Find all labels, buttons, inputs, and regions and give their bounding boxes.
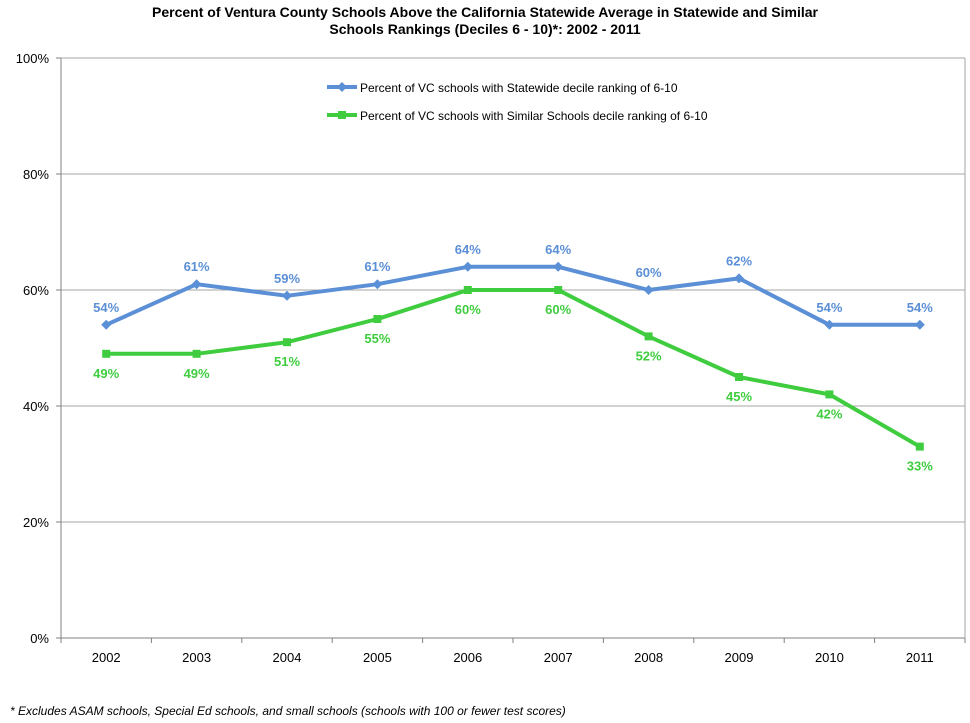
legend-label: Percent of VC schools with Similar Schoo… [360,109,708,123]
y-tick-label: 40% [23,399,49,414]
data-label: 54% [907,300,933,315]
x-tick-label: 2007 [544,650,573,665]
data-label: 49% [93,366,119,381]
data-point [191,279,202,290]
x-tick-label: 2006 [453,650,482,665]
series-2: 49% 49% 51% 55% 60% 60% 52% 45% 42% 33% [93,286,933,474]
legend-item-1: Percent of VC schools with Statewide dec… [327,81,678,95]
data-label: 60% [455,302,481,317]
x-tick-label: 2002 [92,650,121,665]
data-point [914,319,925,330]
footnote: * Excludes ASAM schools, Special Ed scho… [10,704,566,718]
y-tick-label: 0% [30,631,49,646]
line-chart: 0%20%40%60%80%100% 2002 2003 2004 2005 2006 2… [16,51,966,665]
data-label: 59% [274,271,300,286]
data-point [101,319,112,330]
x-tick-label: 2010 [815,650,844,665]
data-point [463,286,472,294]
data-point [102,349,111,358]
y-tick-label: 100% [16,51,50,66]
data-label: 42% [816,406,842,421]
legend-swatch-marker [338,111,346,119]
y-axis-ticks: 0% 20% 40% 60% 80% 100% [16,51,61,646]
x-tick-label: 2011 [906,650,934,665]
data-point [644,332,653,341]
data-point [734,273,744,284]
data-point [283,338,291,347]
data-label: 54% [93,300,119,315]
y-tick-label: 80% [23,167,49,182]
data-point [462,261,473,272]
data-point [643,285,654,295]
x-axis-ticks: 2002 2003 2004 2005 2006 2007 2008 2009 2010 2011 [60,638,966,665]
data-label: 60% [545,302,571,317]
legend-swatch-marker [337,82,347,92]
data-label: 45% [726,389,752,404]
y-tick-label: 20% [23,515,49,530]
data-label: 51% [274,354,300,369]
series-1: 54% 61% 59% 61% 64% 64% 60% 62% 54% 54% [93,242,933,330]
data-point [282,290,292,301]
gridlines [60,57,966,639]
data-label: 60% [636,265,662,280]
data-label: 61% [184,259,210,274]
data-label: 33% [907,459,933,474]
data-point [192,349,201,358]
data-point [554,286,563,294]
x-tick-label: 2003 [182,650,211,665]
data-point [553,261,564,272]
data-label: 54% [816,300,842,315]
y-tick-label: 60% [23,283,49,298]
data-point [824,319,835,330]
chart-title-line-1: Percent of Ventura County Schools Above … [152,4,818,20]
x-tick-label: 2009 [725,650,754,665]
data-label: 64% [455,242,481,257]
data-label: 49% [184,366,210,381]
series-group: 54% 61% 59% 61% 64% 64% 60% 62% 54% 54% 49% 49% 51% 5… [93,242,933,474]
x-tick-label: 2008 [634,650,663,665]
chart-title-line-2: Schools Rankings (Deciles 6 - 10)*: 2002… [329,21,641,37]
data-point [373,315,382,323]
legend: Percent of VC schools with Statewide dec… [327,81,708,123]
data-point [372,279,383,290]
chart-title: Percent of Ventura County Schools Above … [0,4,970,38]
data-point [825,390,834,399]
x-tick-label: 2005 [363,650,392,665]
data-point [915,442,924,451]
series-line [106,288,921,449]
data-label: 52% [636,348,662,363]
data-point [735,373,743,381]
series-line [105,264,920,327]
data-label: 64% [545,242,571,257]
data-label: 61% [364,259,390,274]
x-tick-label: 2004 [273,650,302,665]
legend-item-2: Percent of VC schools with Similar Schoo… [327,109,708,123]
data-label: 62% [726,253,752,268]
data-label: 55% [364,331,390,346]
legend-label: Percent of VC schools with Statewide dec… [360,81,678,95]
